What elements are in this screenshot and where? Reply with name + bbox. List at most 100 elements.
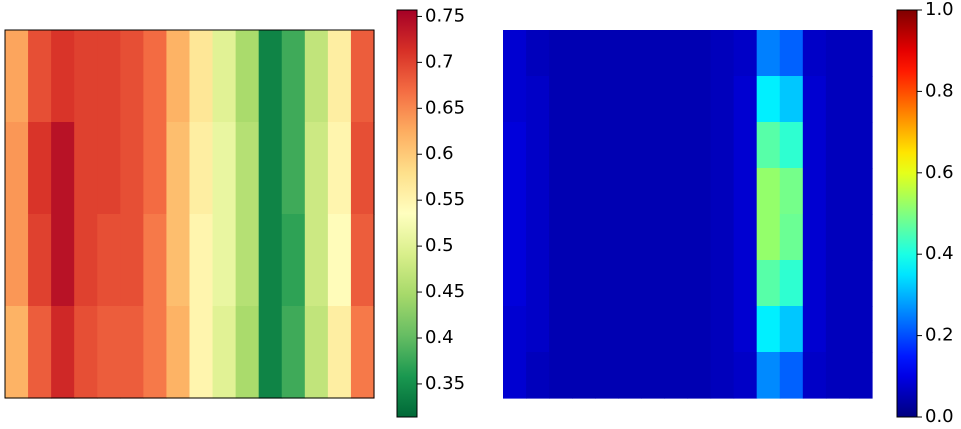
heatmap-cell	[733, 214, 758, 261]
heatmap-cell	[350, 122, 375, 215]
heatmap-cell	[5, 122, 29, 215]
heatmap-cell	[120, 214, 144, 307]
heatmap-cell	[28, 30, 52, 123]
heatmap-cell	[281, 30, 306, 123]
heatmap-cell	[779, 306, 804, 353]
heatmap-cell	[848, 30, 873, 77]
heatmap-cell	[756, 122, 781, 169]
colorbar-tick-label: 1.0	[925, 0, 954, 20]
heatmap-cell	[526, 122, 550, 169]
heatmap-cell	[327, 214, 352, 307]
heatmap-cell	[641, 76, 666, 123]
heatmap-cell	[595, 214, 619, 261]
heatmap-cell	[710, 122, 735, 169]
heatmap-cell	[526, 260, 550, 307]
heatmap-cell	[143, 306, 168, 399]
heatmap-cell	[802, 168, 827, 215]
heatmap-cell	[664, 76, 689, 123]
heatmap-cell	[779, 76, 804, 123]
heatmap-cell	[327, 30, 352, 123]
heatmap-cell	[687, 352, 712, 399]
heatmap-cell	[350, 30, 375, 123]
heatmap-cell	[641, 122, 666, 169]
heatmap-cell	[503, 214, 527, 261]
heatmap-cell	[503, 30, 527, 77]
heatmap-cell	[802, 76, 827, 123]
heatmap-cell	[28, 306, 52, 399]
heatmap-cell	[97, 214, 121, 307]
heatmap-cell	[802, 30, 827, 77]
heatmap-cell	[802, 122, 827, 169]
heatmap-cell	[664, 122, 689, 169]
heatmap-cell	[641, 260, 666, 307]
heatmap-cell	[304, 122, 329, 215]
heatmap-cell	[756, 214, 781, 261]
heatmap-cell	[549, 352, 573, 399]
heatmap-cell	[825, 76, 850, 123]
heatmap-cell	[733, 76, 758, 123]
colorbar-tick-label: 0.4	[925, 243, 954, 264]
heatmap-cell	[526, 214, 550, 261]
colorbar-tick-label: 0.35	[425, 373, 465, 394]
heatmap-cell	[802, 260, 827, 307]
heatmap-cell	[350, 214, 375, 307]
heatmap-cell	[235, 306, 260, 399]
heatmap-cell	[572, 168, 596, 215]
heatmap-cell	[549, 306, 573, 353]
heatmap-cell	[848, 306, 873, 353]
heatmap-cell	[143, 214, 168, 307]
heatmap-cell	[756, 260, 781, 307]
heatmap-cell	[304, 214, 329, 307]
heatmap-cell	[733, 306, 758, 353]
heatmap-cell	[350, 306, 375, 399]
colorbar-tick-label: 0.65	[425, 97, 465, 118]
heatmap-cell	[687, 260, 712, 307]
heatmap-cell	[825, 30, 850, 77]
heatmap-cell	[756, 30, 781, 77]
heatmap-cell	[281, 306, 306, 399]
heatmap-cell	[258, 122, 283, 215]
heatmap-cell	[212, 306, 237, 399]
heatmap-cell	[779, 168, 804, 215]
heatmap-cell	[710, 214, 735, 261]
heatmap-cell	[733, 30, 758, 77]
heatmap-cell	[848, 352, 873, 399]
heatmap-cell	[687, 306, 712, 353]
heatmap-cell	[595, 260, 619, 307]
heatmap-cell	[572, 76, 596, 123]
heatmap-cell	[802, 214, 827, 261]
heatmap-cell	[235, 30, 260, 123]
heatmap-cell	[825, 168, 850, 215]
colorbar	[896, 9, 918, 418]
heatmap-cell	[756, 306, 781, 353]
heatmap-cell	[51, 306, 75, 399]
heatmap-cell	[756, 168, 781, 215]
heatmap-cell	[74, 30, 98, 123]
heatmap-cell	[212, 30, 237, 123]
heatmap-cell	[281, 214, 306, 307]
heatmap-cell	[802, 306, 827, 353]
heatmap-cell	[166, 306, 191, 399]
heatmap-cell	[756, 352, 781, 399]
heatmap-cell	[848, 168, 873, 215]
heatmap-cell	[825, 352, 850, 399]
heatmap-cell	[189, 214, 214, 307]
heatmap-cell	[664, 214, 689, 261]
heatmap-cell	[595, 352, 619, 399]
heatmap-cell	[779, 214, 804, 261]
heatmap-cell	[756, 76, 781, 123]
heatmap-cell	[120, 122, 144, 215]
heatmap-cell	[212, 122, 237, 215]
heatmap-cell	[641, 168, 666, 215]
colorbar-tick-label: 0.2	[925, 325, 954, 346]
heatmap-cell	[641, 352, 666, 399]
heatmap-cell	[526, 30, 550, 77]
heatmap-cell	[664, 306, 689, 353]
colorbar-tick-label: 0.7	[425, 51, 454, 72]
colorbar-tick-label: 0.8	[925, 80, 954, 101]
colorbar-tick-label: 0.6	[925, 162, 954, 183]
colorbar-tick-label: 0.0	[925, 406, 954, 427]
heatmap-cell	[572, 306, 596, 353]
heatmap-cell	[779, 352, 804, 399]
